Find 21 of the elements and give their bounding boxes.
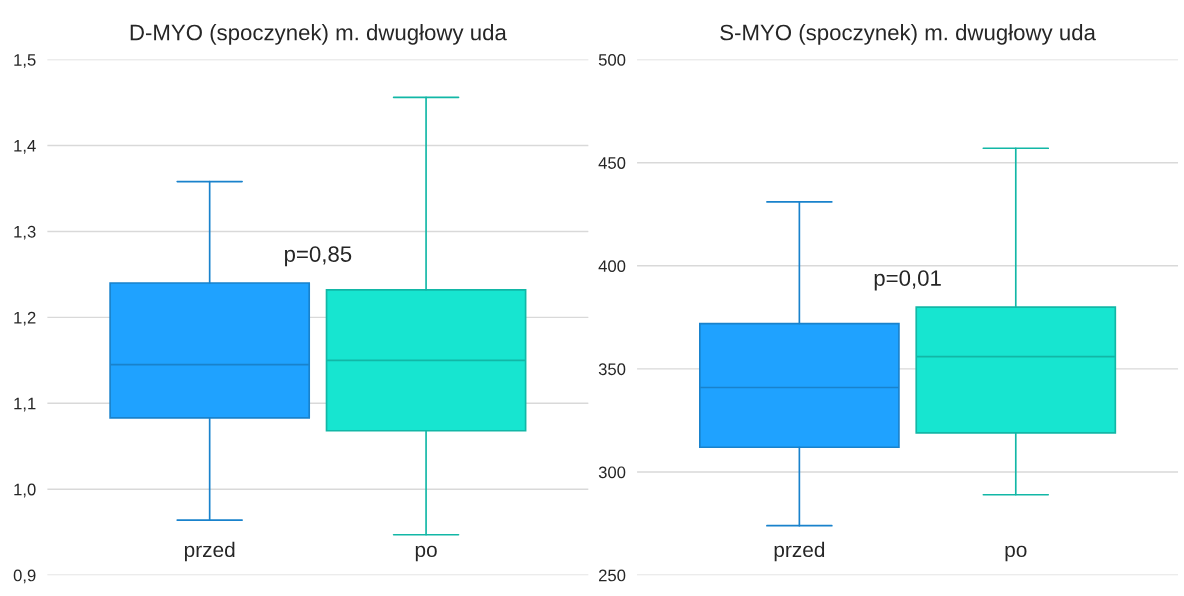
y-tick-label: 300	[598, 466, 626, 479]
annotation: p=0,01	[874, 270, 941, 291]
chart-title: D-MYO (spoczynek) m. dwugłowy uda	[130, 24, 507, 45]
y-tick-label: 1,5	[14, 54, 36, 68]
x-tick-label: po	[415, 545, 437, 562]
y-tick-label: 1,4	[14, 140, 36, 154]
y-tick-label: 1,2	[14, 311, 36, 326]
y-tick-label: 0,9	[13, 569, 36, 584]
x-tick-label: przed	[774, 541, 825, 562]
chart-title: S-MYO (spoczynek) m. dwugłowy uda	[720, 24, 1096, 45]
y-tick-label: 1,3	[14, 225, 36, 240]
y-tick-label: 400	[598, 260, 626, 273]
y-tick-label: 450	[598, 157, 626, 169]
y-tick-label: 250	[598, 569, 626, 582]
y-tick-label: 1,1	[14, 397, 36, 412]
annotation: p=0,85	[285, 246, 352, 267]
y-tick-label: 1,0	[14, 483, 36, 498]
x-tick-label: przed	[184, 541, 235, 562]
x-tick-label: po	[1005, 545, 1027, 562]
y-tick-label: 500	[598, 54, 626, 66]
y-tick-label: 350	[598, 363, 626, 376]
